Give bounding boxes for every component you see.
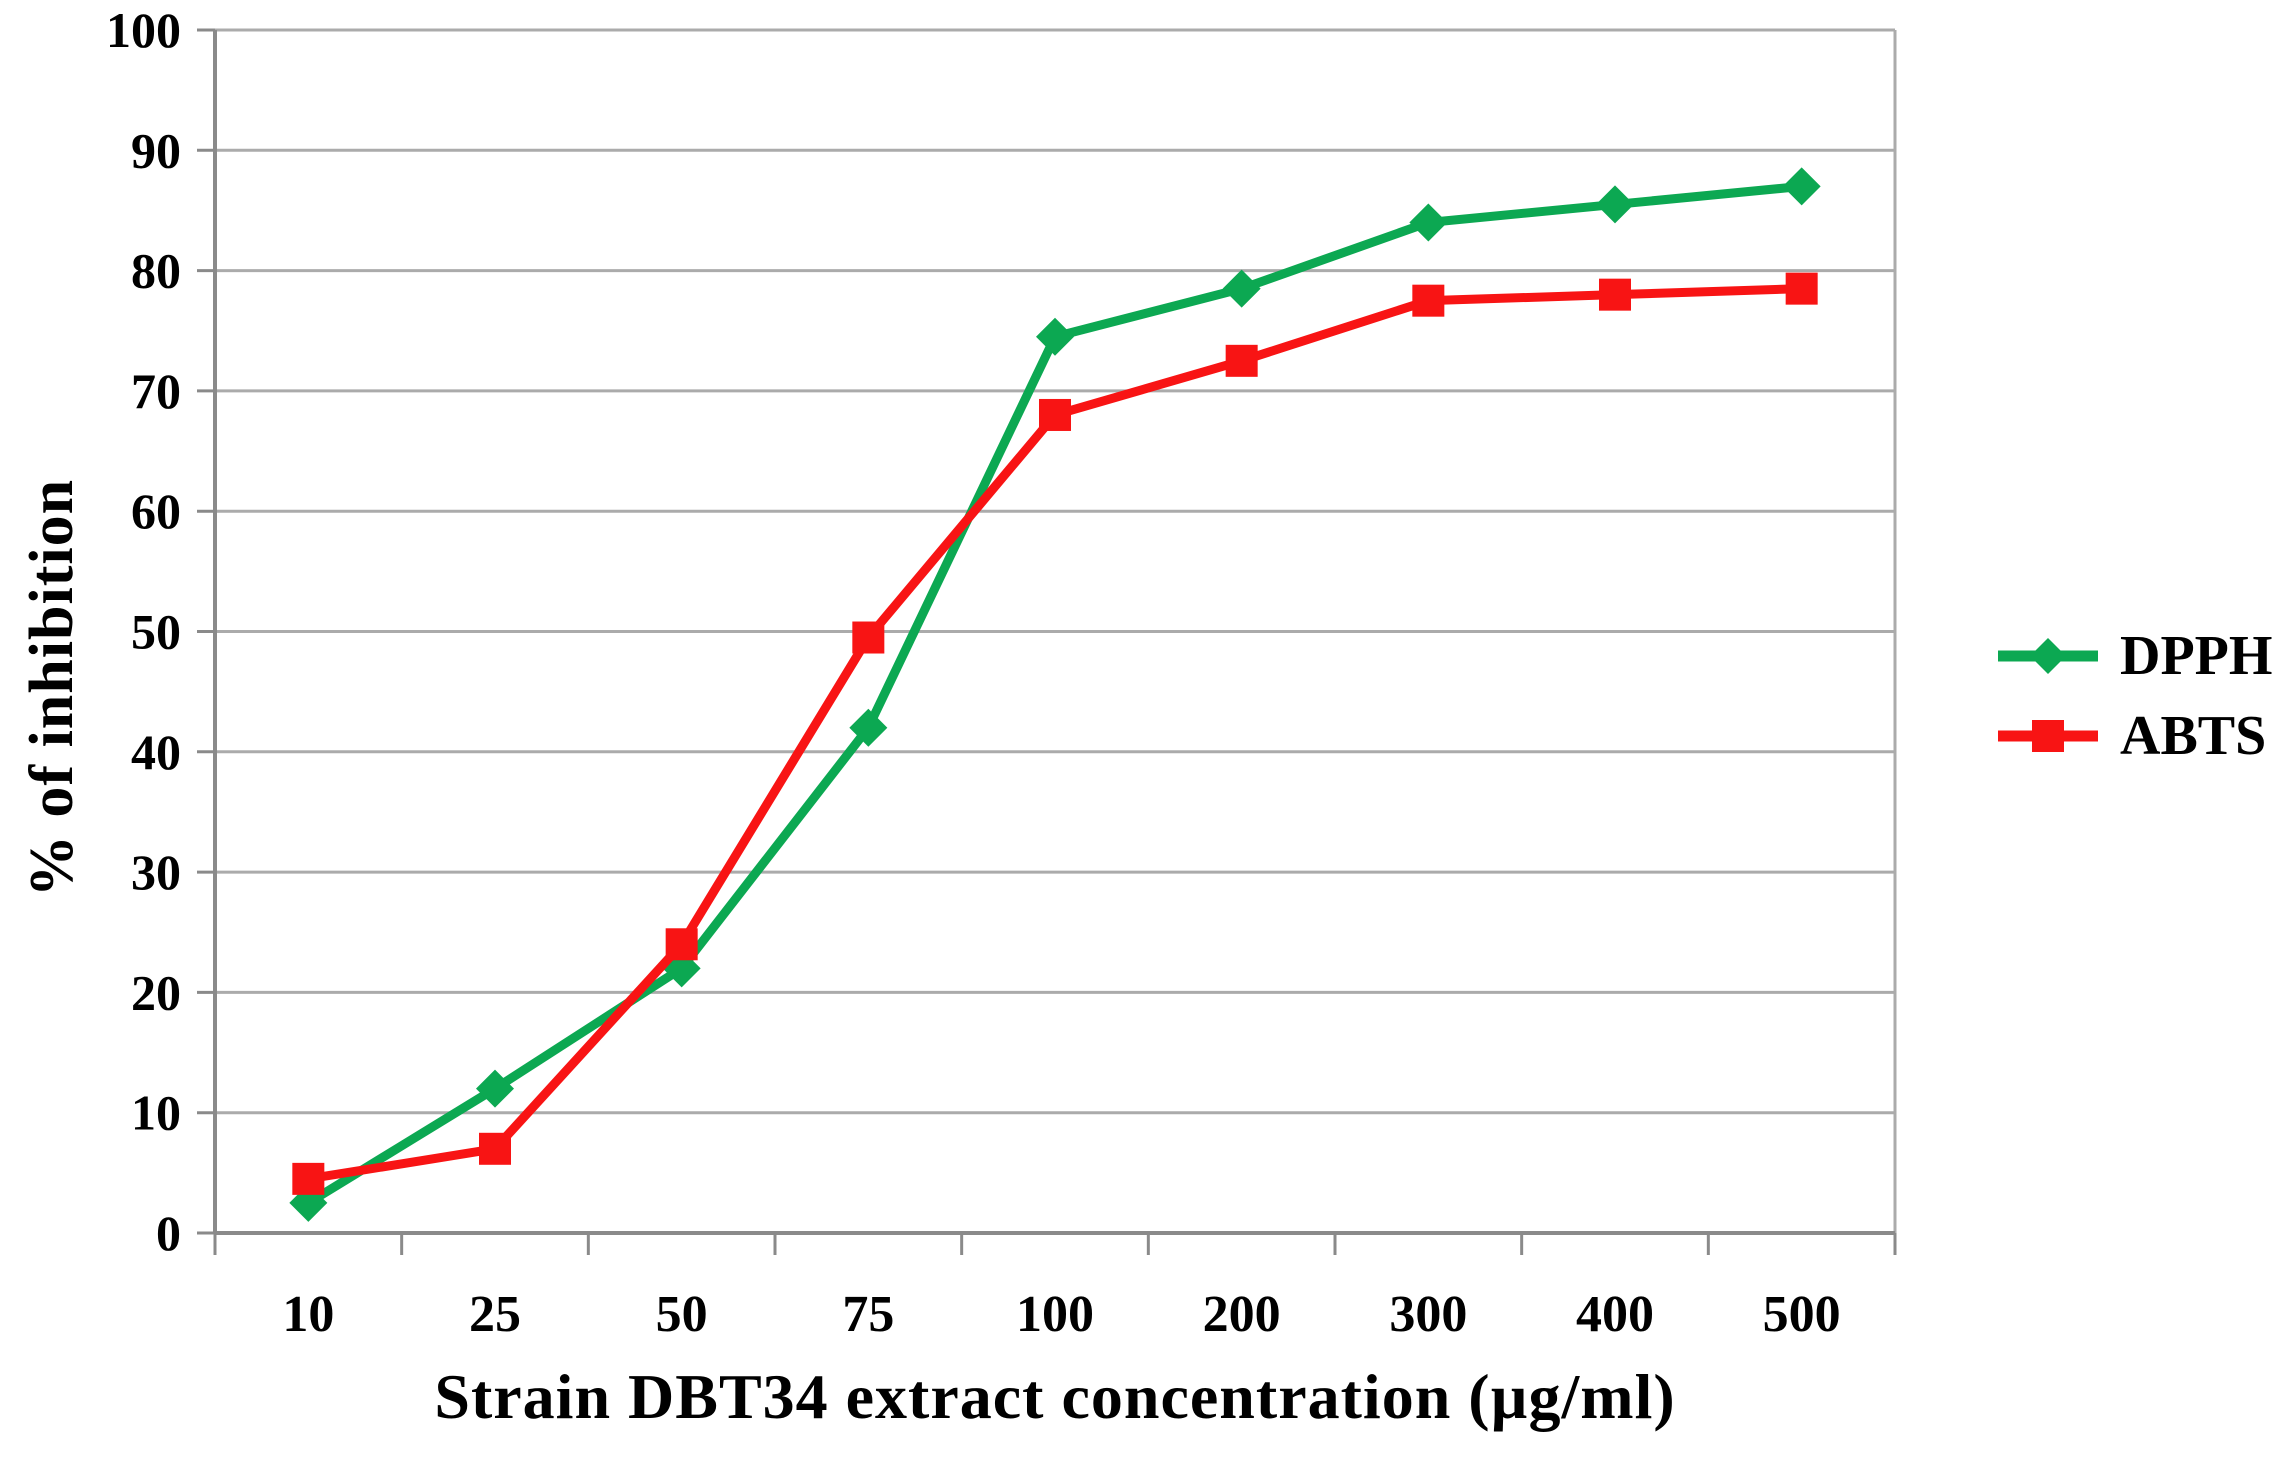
- legend-item-abts: ABTS: [1996, 696, 2272, 776]
- x-axis-title: Strain DBT34 extract concentration (µg/m…: [434, 1361, 1676, 1432]
- marker-abts: [852, 621, 885, 654]
- y-tick-label: 70: [131, 363, 181, 419]
- legend-item-dpph: DPPH: [1996, 616, 2272, 696]
- x-tick-label: 100: [1016, 1286, 1094, 1343]
- marker-abts: [1599, 278, 1631, 311]
- x-tick-label: 300: [1389, 1286, 1467, 1343]
- y-tick-label: 20: [131, 964, 181, 1020]
- x-tick-label: 75: [842, 1286, 894, 1343]
- legend-label-dpph: DPPH: [2120, 625, 2273, 687]
- marker-abts: [1039, 398, 1071, 431]
- marker-abts: [292, 1162, 325, 1195]
- marker-abts: [1412, 284, 1445, 317]
- y-tick-label: 60: [131, 483, 181, 539]
- y-tick-label: 10: [131, 1085, 181, 1141]
- marker-dpph: [1222, 269, 1261, 308]
- marker-dpph: [1036, 317, 1074, 356]
- marker-dpph: [1782, 167, 1821, 206]
- y-tick-label: 80: [131, 243, 181, 299]
- marker-abts: [479, 1132, 511, 1165]
- x-tick-label: 50: [656, 1286, 708, 1343]
- marker-abts: [665, 928, 698, 961]
- y-tick-label: 50: [131, 604, 181, 660]
- abts-series-marker-icon: [1998, 720, 2098, 752]
- x-tick-label: 500: [1763, 1286, 1841, 1343]
- legend-label-abts: ABTS: [2120, 705, 2267, 767]
- marker-dpph: [476, 1069, 514, 1108]
- marker-abts: [1225, 344, 1258, 377]
- dpph-series-marker-icon: [1998, 638, 2098, 674]
- x-tick-label: 400: [1576, 1286, 1654, 1343]
- y-tick-label: 40: [131, 724, 181, 780]
- y-tick-label: 0: [156, 1205, 181, 1261]
- y-axis-title: % of inhibition: [18, 478, 86, 898]
- x-tick-label: 10: [282, 1286, 334, 1343]
- x-tick-label: 25: [469, 1286, 521, 1343]
- x-tick-label: 200: [1203, 1286, 1281, 1343]
- y-tick-label: 90: [131, 122, 181, 178]
- marker-dpph: [849, 708, 888, 747]
- y-tick-label: 30: [131, 844, 181, 900]
- marker-abts: [1785, 272, 1818, 305]
- marker-dpph: [1596, 185, 1634, 224]
- legend: DPPH ABTS: [1996, 616, 2272, 776]
- y-tick-label: 100: [106, 2, 181, 58]
- marker-dpph: [1409, 203, 1448, 242]
